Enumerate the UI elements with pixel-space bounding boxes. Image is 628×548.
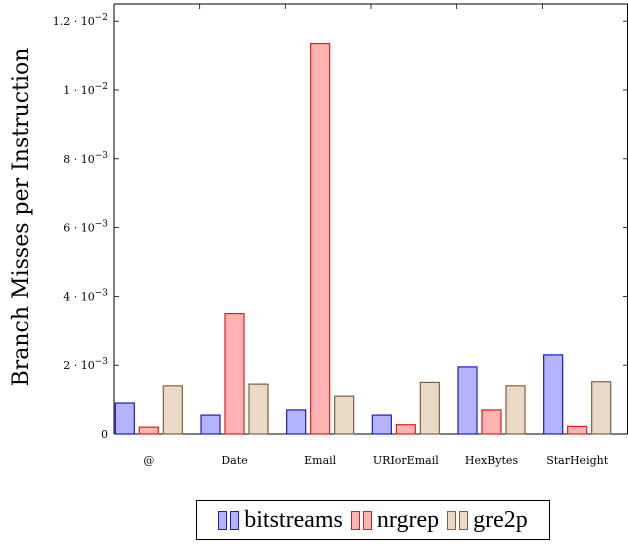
bar-nrgrep-1 <box>224 313 245 435</box>
y-tick-label: 8 · 10−3 <box>63 151 108 166</box>
y-tick-label: 4 · 10−3 <box>63 288 108 303</box>
bar-bitstreams-3 <box>371 414 392 435</box>
y-tick-label: 2 · 10−3 <box>63 357 108 372</box>
legend-item-gre2p: gre2p <box>447 507 528 534</box>
legend-swatch-bar <box>459 510 469 530</box>
legend-item-nrgrep: nrgrep <box>350 506 440 534</box>
y-tick-label: 6 · 10−3 <box>63 220 108 235</box>
bar-bitstreams-1 <box>200 414 221 435</box>
bar-gre2p-0 <box>162 385 183 435</box>
legend-swatch-bar <box>218 510 228 530</box>
legend-swatch-bar <box>362 510 372 530</box>
x-tick-label: HexBytes <box>465 454 519 467</box>
legend-swatch <box>350 510 372 530</box>
bar-bitstreams-5 <box>543 354 564 435</box>
x-tick-label: Email <box>304 454 337 467</box>
x-tick-label: URIorEmail <box>373 454 439 467</box>
legend-swatch-bar <box>350 510 360 530</box>
bar-bitstreams-0 <box>114 402 135 435</box>
bar-gre2p-5 <box>591 381 612 435</box>
bar-gre2p-3 <box>419 381 440 435</box>
y-axis-title: Branch Misses per Instruction <box>9 48 34 387</box>
x-tick-label: StarHeight <box>546 454 609 467</box>
legend-label: nrgrep <box>376 506 440 533</box>
legend-swatch-bar <box>230 510 240 530</box>
y-axis-title-wrap: Branch Misses per Instruction <box>9 48 34 387</box>
legend-swatch <box>447 510 469 530</box>
legend-label: gre2p <box>473 506 528 533</box>
bar-bitstreams-2 <box>286 409 307 435</box>
bar-nrgrep-5 <box>567 425 588 435</box>
legend-item-bitstreams: bitstreams <box>218 507 343 534</box>
x-tick-label: Date <box>221 454 247 467</box>
y-tick-label: 0 <box>101 428 108 441</box>
legend-swatch-bar <box>447 510 457 530</box>
y-tick-label: 1.2 · 10−2 <box>53 13 108 28</box>
legend-label: bitstreams <box>244 506 343 533</box>
bar-gre2p-4 <box>505 385 526 435</box>
bar-nrgrep-3 <box>395 424 416 435</box>
y-tick-label: 1 · 10−2 <box>63 82 108 97</box>
bar-nrgrep-0 <box>138 426 159 435</box>
bar-nrgrep-2 <box>310 42 331 435</box>
bar-gre2p-2 <box>334 395 355 435</box>
bar-bitstreams-4 <box>457 366 478 435</box>
x-tick-label: @ <box>143 454 154 467</box>
bar-nrgrep-4 <box>481 409 502 435</box>
legend-swatch <box>218 510 240 530</box>
legend: bitstreams nrgrep gre2p <box>196 500 550 540</box>
bar-gre2p-1 <box>248 383 269 435</box>
